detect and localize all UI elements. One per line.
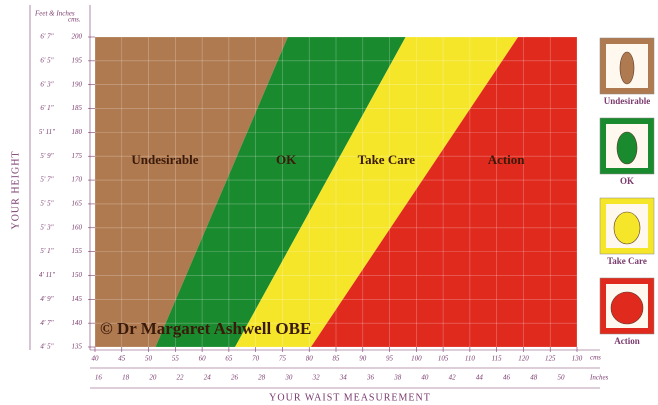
y-tick-label: 140	[72, 319, 83, 327]
y-tick-label: 175	[72, 152, 83, 160]
zone-label: Undesirable	[131, 152, 198, 167]
x2-tick-label: 22	[177, 374, 185, 382]
legend-label: Action	[614, 336, 640, 346]
y2-tick-label: 5' 3"	[40, 223, 53, 231]
y-tick-label: 135	[72, 343, 83, 351]
y-tick-label: 200	[72, 33, 83, 41]
y-tick-label: 160	[72, 223, 83, 231]
x-tick-label: 110	[465, 355, 475, 363]
legend-icon-body	[617, 132, 637, 164]
x-tick-label: 60	[199, 355, 207, 363]
x-tick-label: 85	[333, 355, 341, 363]
x2-tick-label: 38	[393, 374, 402, 382]
zone-label: Take Care	[358, 152, 416, 167]
zone-label: Action	[488, 152, 526, 167]
x-tick-label: 95	[386, 355, 394, 363]
y2-tick-label: 4' 11"	[39, 271, 55, 279]
x-tick-label: 40	[92, 355, 100, 363]
y-tick-label: 180	[72, 128, 83, 136]
y2-tick-label: 5' 5"	[40, 200, 53, 208]
y2-tick-label: 5' 11"	[39, 128, 55, 136]
y2-tick-label: 5' 9"	[40, 152, 53, 160]
x-tick-label: 115	[492, 355, 502, 363]
x2-tick-label: 36	[366, 374, 375, 382]
x-tick-label: 70	[252, 355, 260, 363]
y2-tick-label: 6' 5"	[40, 56, 53, 64]
y-tick-label: 185	[72, 104, 83, 112]
legend-icon-body	[620, 52, 634, 84]
x-tick-label: 125	[545, 355, 556, 363]
y2-tick-label: 4' 5"	[40, 343, 53, 351]
zone-label: OK	[276, 152, 297, 167]
legend-icon-body	[614, 212, 640, 244]
x2-units: Inches	[589, 374, 609, 382]
chart: Feet & Inches cms. cms Inches YOUR HEIGH…	[0, 0, 658, 405]
y2-tick-label: 5' 7"	[40, 176, 53, 184]
x2-tick-label: 48	[530, 374, 538, 382]
y-units: cms.	[68, 16, 81, 24]
x-tick-label: 50	[145, 355, 153, 363]
y-tick-label: 155	[72, 247, 83, 255]
x-units: cms	[590, 354, 601, 362]
x2-tick-label: 46	[503, 374, 511, 382]
x2-tick-label: 32	[312, 374, 321, 382]
x2-tick-label: 30	[284, 374, 293, 382]
y-tick-label: 190	[72, 80, 83, 88]
x2-tick-label: 16	[95, 374, 103, 382]
x2-tick-label: 26	[231, 374, 239, 382]
x-tick-label: 55	[172, 355, 180, 363]
x-tick-label: 120	[518, 355, 529, 363]
y-axis-title: YOUR HEIGHT	[10, 150, 21, 229]
x-axis-title: YOUR WAIST MEASUREMENT	[269, 392, 431, 403]
y-tick-label: 165	[72, 200, 83, 208]
x2-tick-label: 44	[476, 374, 484, 382]
legend-label: OK	[620, 176, 634, 186]
y2-tick-label: 4' 7"	[40, 319, 53, 327]
x-tick-label: 105	[438, 355, 449, 363]
x-tick-label: 80	[306, 355, 314, 363]
x2-tick-label: 50	[557, 374, 565, 382]
x2-tick-label: 18	[122, 374, 130, 382]
y-tick-label: 145	[72, 295, 83, 303]
x-tick-label: 45	[118, 355, 126, 363]
x-tick-label: 65	[225, 355, 233, 363]
legend-label: Undesirable	[604, 96, 651, 106]
y2-tick-label: 6' 1"	[40, 104, 53, 112]
x-tick-label: 75	[279, 355, 287, 363]
y2-tick-label: 4' 9"	[40, 295, 53, 303]
y-tick-label: 150	[72, 271, 83, 279]
y2-tick-label: 6' 3"	[40, 80, 53, 88]
x2-tick-label: 28	[258, 374, 266, 382]
x2-tick-label: 20	[149, 374, 157, 382]
x-tick-label: 100	[411, 355, 422, 363]
legend-label: Take Care	[607, 256, 647, 266]
y2-tick-label: 6' 7"	[40, 33, 53, 41]
x2-tick-label: 34	[339, 374, 348, 382]
y-tick-label: 195	[72, 56, 83, 64]
x-tick-label: 130	[572, 355, 583, 363]
legend-icon-body	[611, 292, 643, 324]
y-tick-label: 170	[72, 176, 83, 184]
x-tick-label: 90	[359, 355, 367, 363]
y2-tick-label: 5' 1"	[40, 247, 53, 255]
x2-tick-label: 24	[204, 374, 212, 382]
credit: © Dr Margaret Ashwell OBE	[100, 319, 311, 338]
x2-tick-label: 40	[421, 374, 429, 382]
x2-tick-label: 42	[449, 374, 457, 382]
